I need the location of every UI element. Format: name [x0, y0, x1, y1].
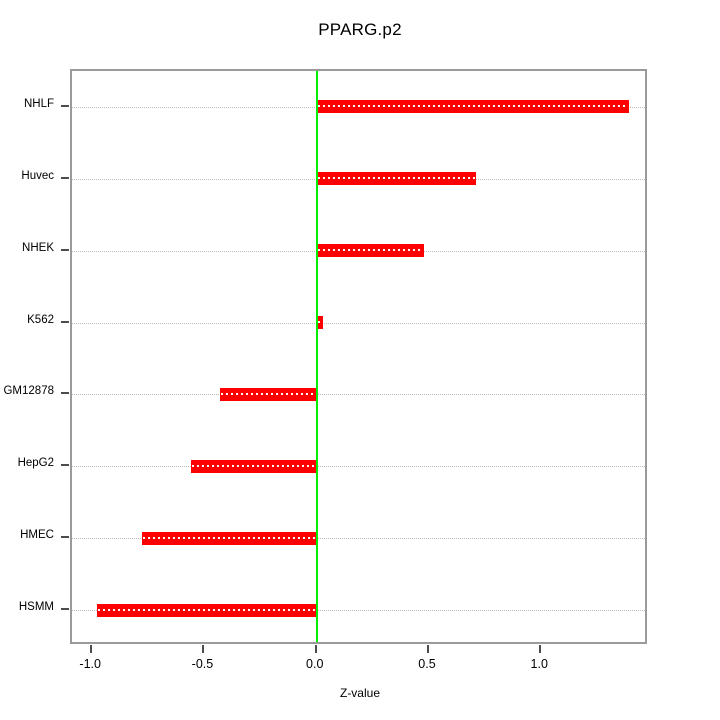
y-tick-label-hmec: HMEC: [20, 529, 54, 542]
x-tick-label: 0.0: [306, 657, 324, 671]
x-tick-mark: [314, 645, 317, 653]
gridline: [72, 394, 645, 396]
y-tick-label-nhek: NHEK: [22, 241, 54, 254]
x-tick-label: 0.5: [418, 657, 436, 671]
x-tick-label: -1.0: [79, 657, 101, 671]
x-axis-title: Z-value: [339, 686, 380, 700]
bar: [316, 244, 425, 258]
y-tick-mark: [61, 248, 69, 251]
bar: [316, 100, 629, 114]
gridline: [72, 466, 645, 468]
y-tick-mark: [61, 464, 69, 467]
bar: [316, 172, 477, 186]
y-tick-label-nhlf: NHLF: [23, 97, 54, 110]
x-tick-mark: [426, 645, 429, 653]
bar: [190, 459, 317, 473]
y-tick-mark: [61, 104, 69, 107]
y-tick-label-huvec: Huvec: [21, 169, 54, 182]
y-tick-label-hsmm: HSMM: [18, 601, 54, 614]
bar: [96, 603, 317, 617]
x-tick-mark: [202, 645, 205, 653]
bar: [141, 531, 317, 545]
y-tick-label-hepg2: HepG2: [17, 457, 54, 470]
x-tick-label: 1.0: [530, 657, 548, 671]
plot-area: [70, 69, 647, 644]
x-tick-mark: [539, 645, 542, 653]
y-tick-mark: [61, 320, 69, 323]
gridline: [72, 610, 645, 612]
y-tick-mark: [61, 608, 69, 611]
y-tick-label-gm12878: GM12878: [3, 385, 54, 398]
x-tick-label: -0.5: [191, 657, 214, 671]
x-tick-mark: [90, 645, 93, 653]
y-tick-mark: [61, 392, 69, 395]
gridline: [72, 322, 645, 324]
bar: [220, 387, 317, 401]
bar: [316, 316, 324, 330]
page-title: PPARG.p2: [318, 20, 402, 39]
gridline: [72, 538, 645, 540]
y-tick-mark: [61, 536, 69, 539]
zero-reference-line: [315, 71, 318, 642]
y-tick-mark: [61, 176, 69, 179]
y-tick-label-k562: K562: [27, 313, 54, 326]
